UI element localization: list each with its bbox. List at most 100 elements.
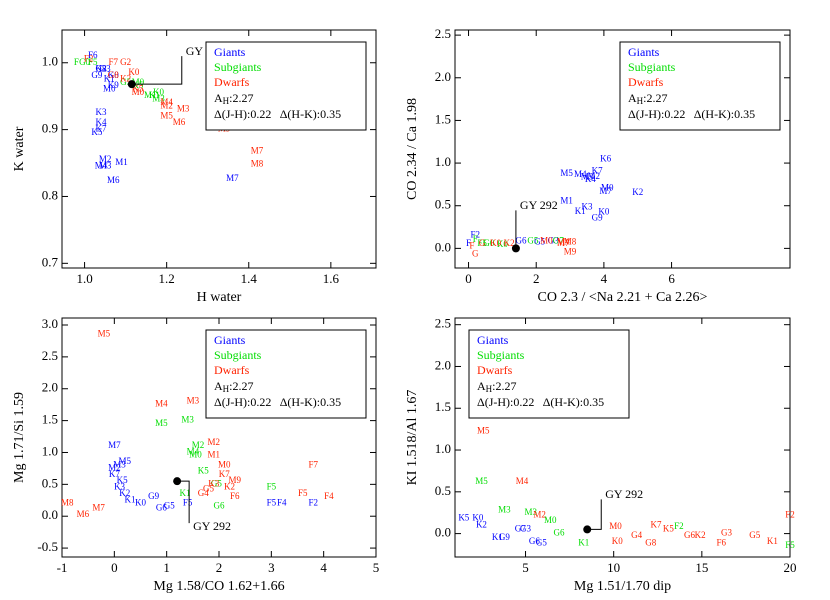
x-tick-label: 2 (216, 560, 223, 575)
point-label: K3 (208, 478, 219, 488)
x-axis-title: H water (197, 290, 242, 305)
x-tick-label: 20 (784, 560, 797, 575)
legend-box (205, 329, 367, 419)
extinction-note: AH:2.27 (628, 91, 668, 106)
x-tick-label: 1.0 (76, 271, 92, 286)
point-label: M2 (587, 171, 600, 181)
point-label: G5 (749, 530, 760, 540)
colors-note: Δ(J-H):0.22 Δ(H-K):0.35 (214, 395, 341, 409)
point-label: K2 (632, 187, 643, 197)
point-label: F2 (674, 521, 684, 531)
point-label: G5 (164, 501, 175, 511)
point-label: G7 (515, 523, 526, 533)
y-tick-label: 0.8 (42, 187, 58, 202)
point-label: G8 (645, 538, 656, 548)
x-tick-label: 15 (695, 560, 708, 575)
point-label: M3 (525, 507, 538, 517)
y-axis-title: KI 1.518/Al 1.67 (405, 390, 420, 486)
point-label: G6 (684, 530, 695, 540)
point-label: M5 (119, 456, 132, 466)
x-tick-label: 0 (111, 560, 118, 575)
point-label: F5 (88, 57, 98, 67)
point-label: K0 (472, 513, 483, 523)
point-label: M5 (475, 476, 488, 486)
annotation-line (587, 499, 602, 530)
point-label: M8 (564, 236, 577, 246)
y-tick-label: -0.5 (37, 539, 58, 554)
x-tick-label: 3 (268, 560, 275, 575)
point-label: G6 (214, 501, 225, 511)
x-tick-label: 10 (607, 560, 620, 575)
y-tick-label: 0.0 (435, 239, 451, 254)
point-label: F5 (785, 540, 795, 550)
extinction-note: AH:2.27 (214, 91, 254, 106)
y-tick-label: 2.5 (435, 316, 451, 331)
point-label: K9 (108, 80, 119, 90)
legend-box (619, 41, 781, 131)
y-tick-label: 1.0 (42, 54, 58, 69)
y-tick-label: 1.0 (435, 154, 451, 169)
point-label: M3 (581, 172, 594, 182)
point-label: K4 (95, 117, 106, 127)
point-label: G9 (91, 70, 102, 80)
point-label: M8 (61, 498, 74, 508)
point-label: M2 (208, 437, 221, 447)
legend-entry: Subgiants (214, 60, 262, 74)
point-label: M0 (189, 450, 202, 460)
point-label: G4 (198, 488, 209, 498)
y-tick-label: 0.0 (42, 507, 58, 522)
point-label: F4 (277, 498, 287, 508)
point-label: M0 (132, 77, 145, 87)
point-label: K7 (592, 166, 603, 176)
point-label: M3 (99, 160, 112, 170)
extinction-symbol: A (214, 379, 223, 393)
point-label: M7 (92, 503, 105, 513)
point-label: F (469, 241, 474, 251)
x-tick-label: 1.2 (159, 271, 175, 286)
extinction-band: H (223, 96, 230, 106)
point-label: G6 (515, 236, 526, 246)
point-label: K5 (458, 513, 469, 523)
plot-frame (454, 29, 791, 269)
extinction-note: AH:2.27 (477, 379, 517, 394)
x-tick-label: 1.4 (241, 271, 258, 286)
point-label: F5 (183, 498, 193, 508)
point-label: F (473, 234, 478, 244)
legend-entry: Subgiants (477, 348, 525, 362)
extinction-value: :2.27 (492, 379, 516, 393)
point-label: M3 (181, 415, 194, 425)
x-axis-title: Mg 1.58/CO 1.62+1.66 (153, 579, 284, 594)
point-label: G6 (554, 528, 565, 538)
point-label: G6 (529, 536, 540, 546)
point-label: K0 (135, 498, 146, 508)
point-label: M4 (187, 447, 200, 457)
point-label: M4 (516, 476, 529, 486)
point-label: M6 (107, 175, 120, 185)
point-label: F7 (308, 459, 318, 469)
point-label: K5 (132, 84, 143, 94)
extinction-value: :2.27 (229, 91, 253, 105)
point-label: K2 (224, 482, 235, 492)
legend-box (468, 329, 630, 419)
y-tick-label: 1.5 (42, 412, 58, 427)
point-label: M0 (544, 515, 557, 525)
plot-frame (61, 29, 377, 269)
legend-entry: Dwarfs (628, 75, 664, 89)
point-label: F5 (477, 238, 487, 248)
y-tick-label: 2.5 (42, 348, 58, 363)
point-label: M3 (498, 504, 511, 514)
point-label: F (466, 238, 471, 248)
y-tick-label: 1.0 (42, 443, 58, 458)
point-label: F5 (298, 488, 308, 498)
point-label: K5 (198, 466, 209, 476)
extinction-symbol: A (214, 91, 223, 105)
point-label: G (479, 238, 486, 248)
y-tick-label: 3.0 (42, 316, 58, 331)
point-label: G (472, 248, 479, 258)
plot-frame (454, 317, 791, 558)
y-tick-label: 0.0 (435, 525, 451, 540)
point-label: M0 (218, 459, 231, 469)
y-tick-label: 1.5 (435, 399, 451, 414)
point-label: M7 (226, 173, 239, 183)
point-label: K1 (149, 90, 160, 100)
